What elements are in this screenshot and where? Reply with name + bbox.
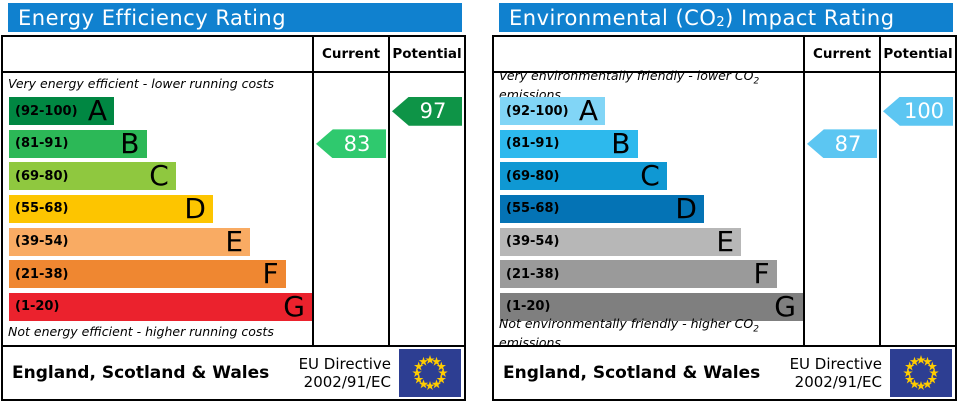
environmental-panel-title: Environmental (CO 2) Impact Rating [499,3,953,32]
region-label: England, Scotland & Wales [503,363,761,383]
panel-title-text: Environmental (CO [509,5,717,30]
top-note: Very environmentally friendly - lower CO… [499,68,760,102]
potential-value-column: 97 [388,73,464,345]
potential-column-header: Potential [388,37,464,73]
current-value-column: 83 [312,73,388,345]
bottom-note: Not environmentally friendly - higher CO… [499,316,759,350]
current-value-column: 87 [803,73,879,345]
panel-title-sub: 2 [716,15,726,30]
band-b: (81-91) B [500,129,638,158]
panel-title-text: ) Impact Rating [725,5,895,30]
band-a: (92-100) A [9,97,115,126]
eu-directive-label: EU Directive 2002/91/EC [298,355,391,391]
current-rating-arrow: 83 [316,129,386,159]
potential-rating-arrow: 100 [883,96,953,126]
top-note: Very energy efficient - lower running co… [8,75,275,91]
eu-directive-label: EU Directive 2002/91/EC [789,355,882,391]
environmental-band-chart: Very environmentally friendly - lower CO… [494,68,803,350]
band-f: (21-38) F [9,260,286,289]
energy-rating-table: Current Potential Very energy efficient … [1,35,466,401]
table-corner-cell [3,37,312,73]
energy-band-chart: Very energy efficient - lower running co… [3,73,312,345]
current-rating-arrow: 87 [807,129,877,159]
band-e: (39-54) E [500,227,742,256]
band-b: (81-91) B [9,129,147,158]
energy-panel-title: Energy Efficiency Rating [8,3,462,32]
current-column-header: Current [803,37,879,73]
band-e: (39-54) E [9,227,251,256]
band-d: (55-68) D [9,194,213,223]
band-f: (21-38) F [500,260,777,289]
region-label: England, Scotland & Wales [12,363,270,383]
potential-value-column: 100 [879,73,955,345]
current-column-header: Current [312,37,388,73]
panel-footer: England, Scotland & Wales EU Directive 2… [494,345,955,399]
potential-rating-arrow: 97 [392,96,462,126]
table-corner-cell [494,37,803,73]
band-d: (55-68) D [500,194,704,223]
band-g: (1-20) G [9,292,312,321]
eu-flag-icon [890,349,952,397]
band-g: (1-20) G [500,292,803,321]
band-c: (69-80) C [500,162,667,191]
band-a: (92-100) A [500,97,606,126]
band-c: (69-80) C [9,162,176,191]
potential-column-header: Potential [879,37,955,73]
panel-title-text: Energy Efficiency Rating [18,5,287,30]
panel-footer: England, Scotland & Wales EU Directive 2… [3,345,464,399]
energy-efficiency-panel: Energy Efficiency Rating Current Potenti… [1,3,466,401]
eu-flag-icon [399,349,461,397]
environmental-impact-panel: Environmental (CO 2) Impact Rating Curren… [492,3,957,401]
bottom-note: Not energy efficient - higher running co… [8,323,274,339]
environmental-rating-table: Current Potential Very environmentally f… [492,35,957,401]
